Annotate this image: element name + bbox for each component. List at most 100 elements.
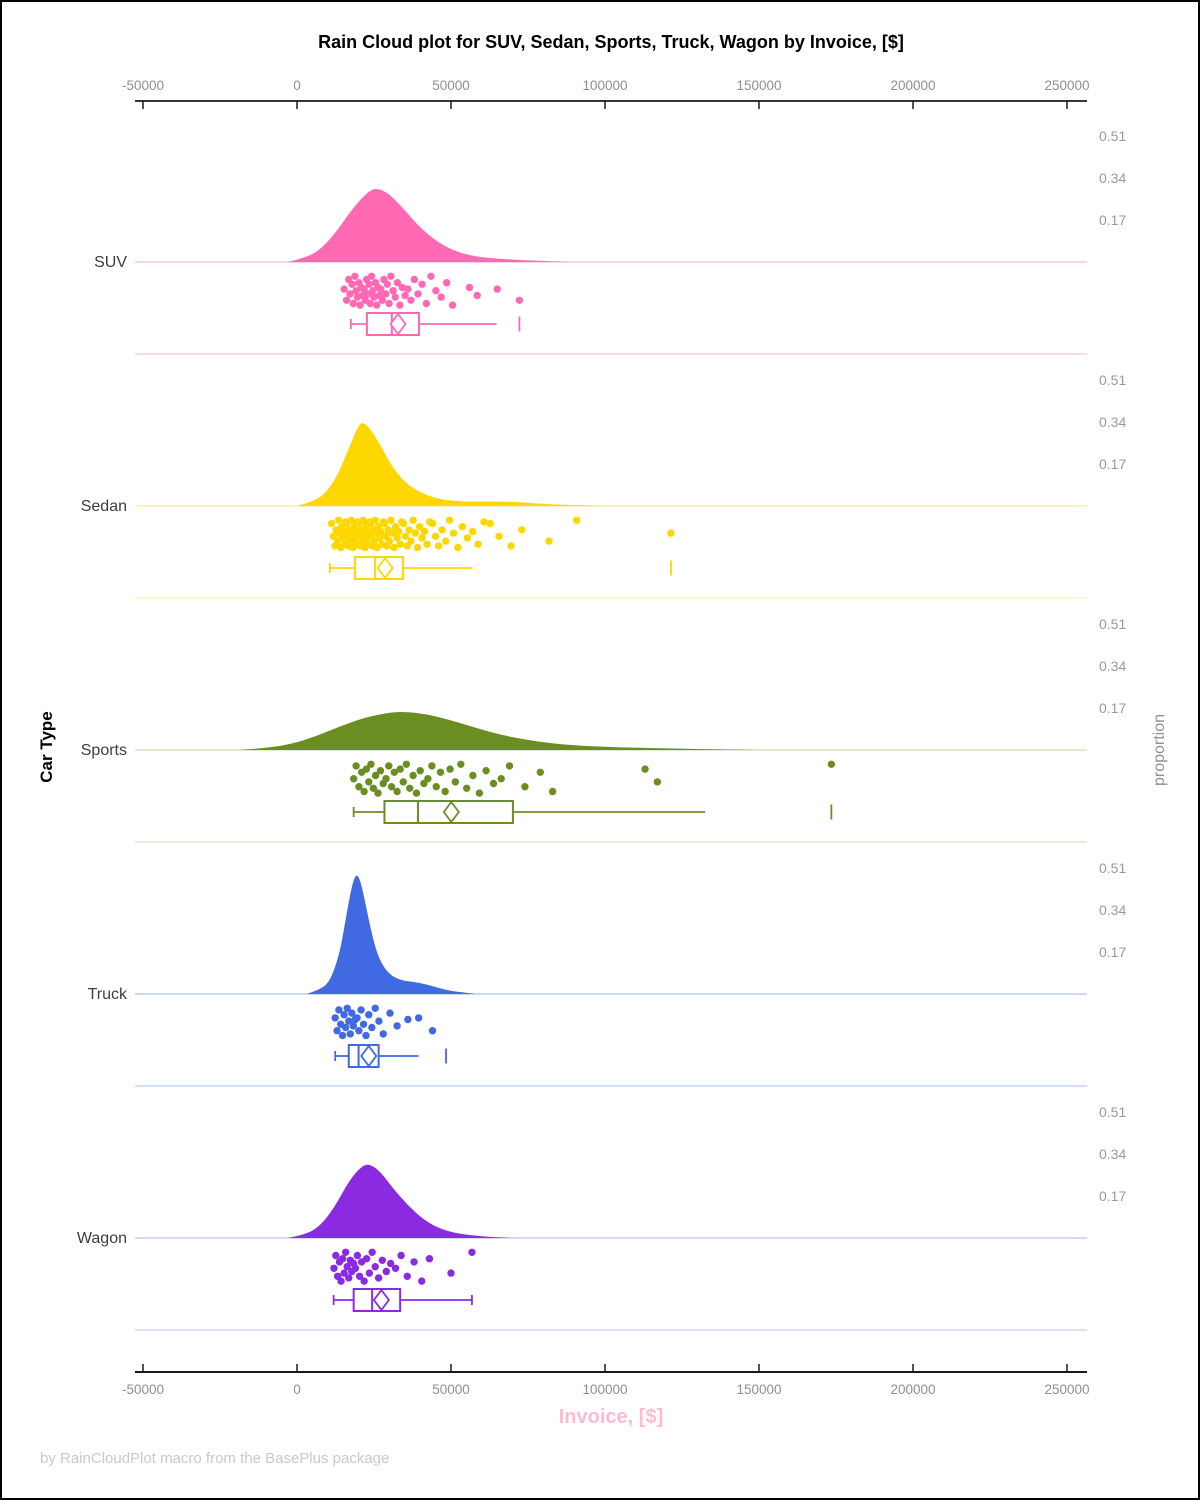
rain-point-sedan bbox=[399, 519, 408, 528]
rain-point-truck bbox=[331, 1014, 339, 1022]
rain-point-suv bbox=[367, 272, 376, 280]
rain-point-wagon bbox=[345, 1274, 353, 1282]
rain-point-sedan bbox=[442, 537, 450, 545]
rain-point-wagon bbox=[338, 1255, 347, 1263]
rain-point-sports bbox=[367, 760, 375, 768]
rain-point-truck bbox=[404, 1015, 412, 1024]
rain-point-sports bbox=[482, 767, 490, 775]
x-axis-bottom-tick-label: 250000 bbox=[1044, 1382, 1089, 1397]
rain-point-sports bbox=[362, 765, 370, 773]
rain-point-sedan bbox=[394, 527, 403, 536]
rain-point-wagon bbox=[468, 1248, 476, 1257]
rain-point-truck bbox=[386, 1009, 394, 1017]
rain-point-wagon bbox=[378, 1256, 387, 1265]
rain-point-sports bbox=[349, 775, 358, 783]
rain-point-sedan bbox=[420, 527, 429, 536]
rain-point-suv bbox=[373, 301, 381, 309]
rain-point-wagon bbox=[368, 1248, 376, 1257]
rain-point-wagon bbox=[340, 1269, 348, 1277]
rain-point-sedan bbox=[401, 532, 410, 540]
rain-point-sports bbox=[827, 760, 836, 768]
mean-diamond-sports bbox=[442, 800, 460, 824]
rain-point-suv bbox=[340, 285, 348, 293]
rain-point-sedan bbox=[390, 543, 398, 552]
rain-point-sedan bbox=[518, 526, 526, 534]
density-truck bbox=[306, 875, 476, 994]
rain-point-suv bbox=[391, 293, 399, 301]
proportion-tick-label-suv: 0.17 bbox=[1099, 212, 1126, 228]
rain-point-suv bbox=[349, 299, 358, 308]
density-sports bbox=[238, 712, 760, 750]
proportion-tick-label-suv: 0.51 bbox=[1099, 128, 1126, 144]
rain-point-truck bbox=[333, 1027, 341, 1035]
rain-point-wagon bbox=[362, 1255, 371, 1263]
rain-point-truck bbox=[349, 1022, 358, 1030]
rain-point-wagon bbox=[397, 1251, 405, 1260]
rain-point-suv bbox=[348, 280, 356, 288]
rain-point-sports bbox=[489, 779, 498, 788]
rain-point-sports bbox=[352, 762, 360, 770]
rain-point-sedan bbox=[431, 532, 440, 540]
x-axis-top-tick-label: 200000 bbox=[890, 78, 935, 93]
rain-point-sedan bbox=[463, 534, 472, 542]
rain-point-wagon bbox=[447, 1269, 455, 1277]
mean-diamond-wagon bbox=[372, 1288, 391, 1312]
rain-point-suv bbox=[377, 285, 385, 293]
rain-point-wagon bbox=[351, 1264, 360, 1273]
mean-diamond-sedan bbox=[376, 556, 394, 580]
rain-point-sports bbox=[355, 783, 363, 791]
proportion-tick-label-truck: 0.17 bbox=[1099, 944, 1126, 960]
rain-point-sports bbox=[463, 784, 471, 792]
rain-point-sports bbox=[469, 771, 477, 780]
rain-point-sports bbox=[521, 783, 529, 791]
rain-point-sports bbox=[369, 784, 378, 792]
rain-point-sedan bbox=[480, 518, 488, 526]
rain-point-sports bbox=[548, 787, 557, 796]
rain-point-wagon bbox=[337, 1277, 345, 1285]
mean-diamond-truck bbox=[360, 1044, 378, 1068]
rain-point-sedan bbox=[454, 543, 462, 552]
rain-point-truck bbox=[340, 1011, 348, 1019]
rain-point-truck bbox=[348, 1009, 356, 1017]
x-axis-bottom-tick-label: 0 bbox=[293, 1382, 301, 1397]
rain-point-sports bbox=[385, 762, 393, 770]
rain-point-truck bbox=[368, 1023, 376, 1032]
x-axis-top-tick-label: -50000 bbox=[122, 78, 164, 93]
footer-attribution: by RainCloudPlot macro from the BasePlus… bbox=[40, 1450, 390, 1467]
rain-point-truck bbox=[365, 1011, 373, 1019]
rain-point-suv bbox=[383, 280, 391, 288]
rain-point-wagon bbox=[391, 1264, 400, 1273]
density-sedan bbox=[297, 423, 605, 506]
rain-point-truck bbox=[341, 1023, 350, 1032]
rain-point-sedan bbox=[396, 540, 404, 548]
rain-point-sedan bbox=[495, 532, 503, 540]
rain-point-truck bbox=[371, 1004, 379, 1012]
rain-point-wagon bbox=[341, 1248, 350, 1257]
rain-point-suv bbox=[382, 290, 390, 298]
rain-point-suv bbox=[396, 301, 404, 309]
x-axis-top-tick-label: 150000 bbox=[736, 78, 781, 93]
rain-point-truck bbox=[379, 1030, 387, 1038]
x-axis-bottom-tick-label: 100000 bbox=[582, 1382, 627, 1397]
rain-point-sedan bbox=[333, 537, 342, 545]
rain-point-truck bbox=[345, 1017, 353, 1025]
rain-point-sedan bbox=[385, 537, 394, 545]
rain-point-suv bbox=[465, 283, 474, 292]
rain-point-sports bbox=[387, 783, 396, 791]
rain-point-sedan bbox=[375, 534, 384, 542]
rain-point-wagon bbox=[382, 1267, 391, 1276]
rain-point-suv bbox=[393, 279, 402, 287]
rain-point-suv bbox=[442, 279, 451, 287]
rain-point-sedan bbox=[409, 516, 417, 524]
proportion-tick-label-truck: 0.34 bbox=[1099, 902, 1126, 918]
rain-point-sedan bbox=[334, 516, 343, 524]
rain-point-wagon bbox=[371, 1263, 379, 1271]
rain-point-sports bbox=[371, 771, 380, 780]
rain-point-sedan bbox=[507, 542, 515, 550]
rain-point-sedan bbox=[407, 537, 415, 545]
rain-point-sports bbox=[416, 767, 424, 775]
rain-point-wagon bbox=[386, 1259, 395, 1268]
rain-point-sedan bbox=[545, 537, 553, 545]
rain-point-sedan bbox=[371, 516, 379, 524]
rain-point-sedan bbox=[347, 516, 355, 524]
